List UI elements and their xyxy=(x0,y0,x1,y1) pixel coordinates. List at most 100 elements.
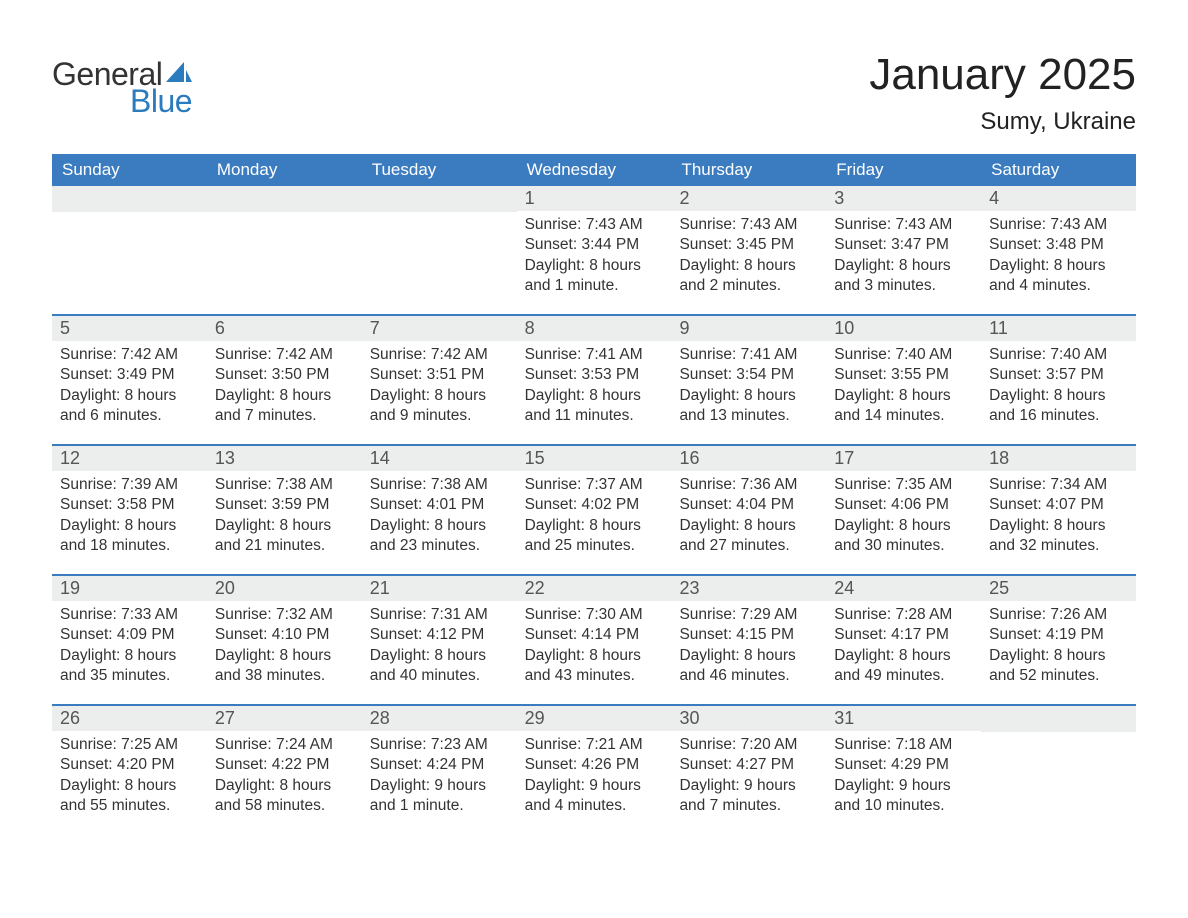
sunrise-line: Sunrise: 7:21 AM xyxy=(525,735,664,755)
day-cell-empty xyxy=(362,186,517,314)
sunset-line: Sunset: 4:29 PM xyxy=(834,755,973,775)
day-cell: 20Sunrise: 7:32 AMSunset: 4:10 PMDayligh… xyxy=(207,576,362,704)
day-cell: 30Sunrise: 7:20 AMSunset: 4:27 PMDayligh… xyxy=(671,706,826,834)
day-cell: 12Sunrise: 7:39 AMSunset: 3:58 PMDayligh… xyxy=(52,446,207,574)
day-details: Sunrise: 7:20 AMSunset: 4:27 PMDaylight:… xyxy=(671,731,826,829)
day-details: Sunrise: 7:38 AMSunset: 3:59 PMDaylight:… xyxy=(207,471,362,569)
day-cell: 10Sunrise: 7:40 AMSunset: 3:55 PMDayligh… xyxy=(826,316,981,444)
daylight-line: Daylight: 8 hours and 4 minutes. xyxy=(989,256,1128,297)
daylight-line: Daylight: 8 hours and 13 minutes. xyxy=(679,386,818,427)
day-number: 11 xyxy=(981,316,1136,341)
sunset-line: Sunset: 3:48 PM xyxy=(989,235,1128,255)
day-cell: 26Sunrise: 7:25 AMSunset: 4:20 PMDayligh… xyxy=(52,706,207,834)
day-number: 17 xyxy=(826,446,981,471)
day-cell: 14Sunrise: 7:38 AMSunset: 4:01 PMDayligh… xyxy=(362,446,517,574)
sunset-line: Sunset: 3:54 PM xyxy=(679,365,818,385)
sunset-line: Sunset: 3:58 PM xyxy=(60,495,199,515)
day-number: 16 xyxy=(671,446,826,471)
day-number: 27 xyxy=(207,706,362,731)
daylight-line: Daylight: 8 hours and 43 minutes. xyxy=(525,646,664,687)
day-cell: 5Sunrise: 7:42 AMSunset: 3:49 PMDaylight… xyxy=(52,316,207,444)
sunset-line: Sunset: 4:22 PM xyxy=(215,755,354,775)
day-details: Sunrise: 7:43 AMSunset: 3:48 PMDaylight:… xyxy=(981,211,1136,309)
day-cell: 4Sunrise: 7:43 AMSunset: 3:48 PMDaylight… xyxy=(981,186,1136,314)
daylight-line: Daylight: 8 hours and 52 minutes. xyxy=(989,646,1128,687)
day-cell: 7Sunrise: 7:42 AMSunset: 3:51 PMDaylight… xyxy=(362,316,517,444)
day-number xyxy=(52,186,207,212)
day-number: 21 xyxy=(362,576,517,601)
sunset-line: Sunset: 3:57 PM xyxy=(989,365,1128,385)
day-number xyxy=(362,186,517,212)
day-details: Sunrise: 7:41 AMSunset: 3:54 PMDaylight:… xyxy=(671,341,826,439)
sunrise-line: Sunrise: 7:33 AM xyxy=(60,605,199,625)
day-cell: 28Sunrise: 7:23 AMSunset: 4:24 PMDayligh… xyxy=(362,706,517,834)
day-details: Sunrise: 7:42 AMSunset: 3:51 PMDaylight:… xyxy=(362,341,517,439)
header: General Blue January 2025 Sumy, Ukraine xyxy=(52,50,1136,136)
day-number: 13 xyxy=(207,446,362,471)
sunrise-line: Sunrise: 7:20 AM xyxy=(679,735,818,755)
sunrise-line: Sunrise: 7:39 AM xyxy=(60,475,199,495)
day-details: Sunrise: 7:33 AMSunset: 4:09 PMDaylight:… xyxy=(52,601,207,699)
day-number: 26 xyxy=(52,706,207,731)
day-details: Sunrise: 7:18 AMSunset: 4:29 PMDaylight:… xyxy=(826,731,981,829)
sunset-line: Sunset: 4:06 PM xyxy=(834,495,973,515)
sunset-line: Sunset: 3:55 PM xyxy=(834,365,973,385)
daylight-line: Daylight: 8 hours and 32 minutes. xyxy=(989,516,1128,557)
sunset-line: Sunset: 3:59 PM xyxy=(215,495,354,515)
sunset-line: Sunset: 3:51 PM xyxy=(370,365,509,385)
week-row: 19Sunrise: 7:33 AMSunset: 4:09 PMDayligh… xyxy=(52,574,1136,704)
day-cell: 2Sunrise: 7:43 AMSunset: 3:45 PMDaylight… xyxy=(671,186,826,314)
day-cell-empty xyxy=(981,706,1136,834)
weekday-header: Thursday xyxy=(671,154,826,186)
sunset-line: Sunset: 4:24 PM xyxy=(370,755,509,775)
daylight-line: Daylight: 8 hours and 27 minutes. xyxy=(679,516,818,557)
day-number: 24 xyxy=(826,576,981,601)
daylight-line: Daylight: 9 hours and 1 minute. xyxy=(370,776,509,817)
sunset-line: Sunset: 3:47 PM xyxy=(834,235,973,255)
day-cell: 3Sunrise: 7:43 AMSunset: 3:47 PMDaylight… xyxy=(826,186,981,314)
sunrise-line: Sunrise: 7:23 AM xyxy=(370,735,509,755)
day-details: Sunrise: 7:42 AMSunset: 3:50 PMDaylight:… xyxy=(207,341,362,439)
day-cell: 29Sunrise: 7:21 AMSunset: 4:26 PMDayligh… xyxy=(517,706,672,834)
sunrise-line: Sunrise: 7:38 AM xyxy=(370,475,509,495)
weekday-header: Sunday xyxy=(52,154,207,186)
weekday-header-row: SundayMondayTuesdayWednesdayThursdayFrid… xyxy=(52,154,1136,186)
day-cell: 6Sunrise: 7:42 AMSunset: 3:50 PMDaylight… xyxy=(207,316,362,444)
day-cell: 1Sunrise: 7:43 AMSunset: 3:44 PMDaylight… xyxy=(517,186,672,314)
day-number: 7 xyxy=(362,316,517,341)
daylight-line: Daylight: 8 hours and 11 minutes. xyxy=(525,386,664,427)
daylight-line: Daylight: 8 hours and 38 minutes. xyxy=(215,646,354,687)
day-number: 15 xyxy=(517,446,672,471)
day-number: 14 xyxy=(362,446,517,471)
sunset-line: Sunset: 4:10 PM xyxy=(215,625,354,645)
daylight-line: Daylight: 8 hours and 14 minutes. xyxy=(834,386,973,427)
weekday-header: Tuesday xyxy=(362,154,517,186)
daylight-line: Daylight: 8 hours and 40 minutes. xyxy=(370,646,509,687)
day-number: 5 xyxy=(52,316,207,341)
day-details: Sunrise: 7:21 AMSunset: 4:26 PMDaylight:… xyxy=(517,731,672,829)
sunrise-line: Sunrise: 7:38 AM xyxy=(215,475,354,495)
day-details: Sunrise: 7:43 AMSunset: 3:44 PMDaylight:… xyxy=(517,211,672,309)
day-number: 20 xyxy=(207,576,362,601)
daylight-line: Daylight: 9 hours and 4 minutes. xyxy=(525,776,664,817)
daylight-line: Daylight: 8 hours and 46 minutes. xyxy=(679,646,818,687)
sunrise-line: Sunrise: 7:43 AM xyxy=(834,215,973,235)
day-details: Sunrise: 7:35 AMSunset: 4:06 PMDaylight:… xyxy=(826,471,981,569)
sunset-line: Sunset: 4:15 PM xyxy=(679,625,818,645)
day-number: 28 xyxy=(362,706,517,731)
daylight-line: Daylight: 8 hours and 3 minutes. xyxy=(834,256,973,297)
sunrise-line: Sunrise: 7:31 AM xyxy=(370,605,509,625)
week-row: 12Sunrise: 7:39 AMSunset: 3:58 PMDayligh… xyxy=(52,444,1136,574)
daylight-line: Daylight: 9 hours and 7 minutes. xyxy=(679,776,818,817)
day-number: 23 xyxy=(671,576,826,601)
day-number: 29 xyxy=(517,706,672,731)
day-details: Sunrise: 7:23 AMSunset: 4:24 PMDaylight:… xyxy=(362,731,517,829)
sunrise-line: Sunrise: 7:36 AM xyxy=(679,475,818,495)
day-details: Sunrise: 7:38 AMSunset: 4:01 PMDaylight:… xyxy=(362,471,517,569)
sunrise-line: Sunrise: 7:43 AM xyxy=(679,215,818,235)
day-details: Sunrise: 7:25 AMSunset: 4:20 PMDaylight:… xyxy=(52,731,207,829)
week-row: 5Sunrise: 7:42 AMSunset: 3:49 PMDaylight… xyxy=(52,314,1136,444)
day-number: 10 xyxy=(826,316,981,341)
sunrise-line: Sunrise: 7:28 AM xyxy=(834,605,973,625)
weekday-header: Saturday xyxy=(981,154,1136,186)
